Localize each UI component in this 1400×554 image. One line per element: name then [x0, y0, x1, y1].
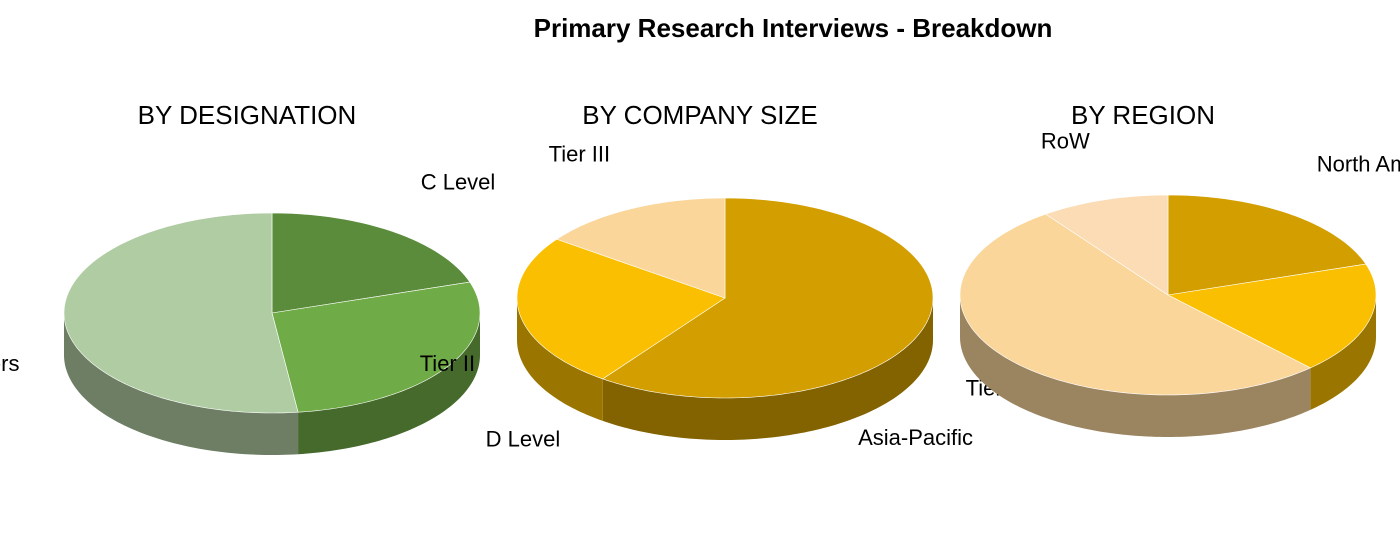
slice	[602, 197, 934, 399]
slice	[63, 212, 299, 414]
chart-title: Primary Research Interviews - Breakdown	[534, 13, 1053, 43]
slice-label: North America	[1317, 151, 1400, 176]
slice-label: D Level	[486, 427, 561, 452]
slice	[1167, 263, 1377, 369]
chart-subtitle: BY COMPANY SIZE	[582, 100, 818, 130]
slice	[556, 197, 726, 299]
chart-subtitle: BY DESIGNATION	[138, 100, 357, 130]
slice-label: Tier III	[549, 141, 611, 166]
slice-side	[64, 313, 299, 455]
slice	[1045, 194, 1169, 296]
slice-label: Tier II	[420, 351, 475, 376]
slice	[271, 281, 481, 413]
slice-side	[960, 295, 1311, 437]
slice	[516, 238, 726, 380]
slice	[271, 212, 471, 314]
slice-side	[517, 298, 603, 421]
slice-label: Asia-Pacific	[858, 425, 973, 450]
slice-label: Others	[0, 351, 19, 376]
slice-side	[1310, 295, 1376, 410]
chart-subtitle: BY REGION	[1071, 100, 1215, 130]
slice	[959, 213, 1312, 396]
slice-side	[602, 298, 933, 440]
slice-label: RoW	[1041, 129, 1090, 154]
slice	[1167, 194, 1367, 296]
slice-label: C Level	[421, 169, 496, 194]
slice-side	[298, 313, 480, 455]
